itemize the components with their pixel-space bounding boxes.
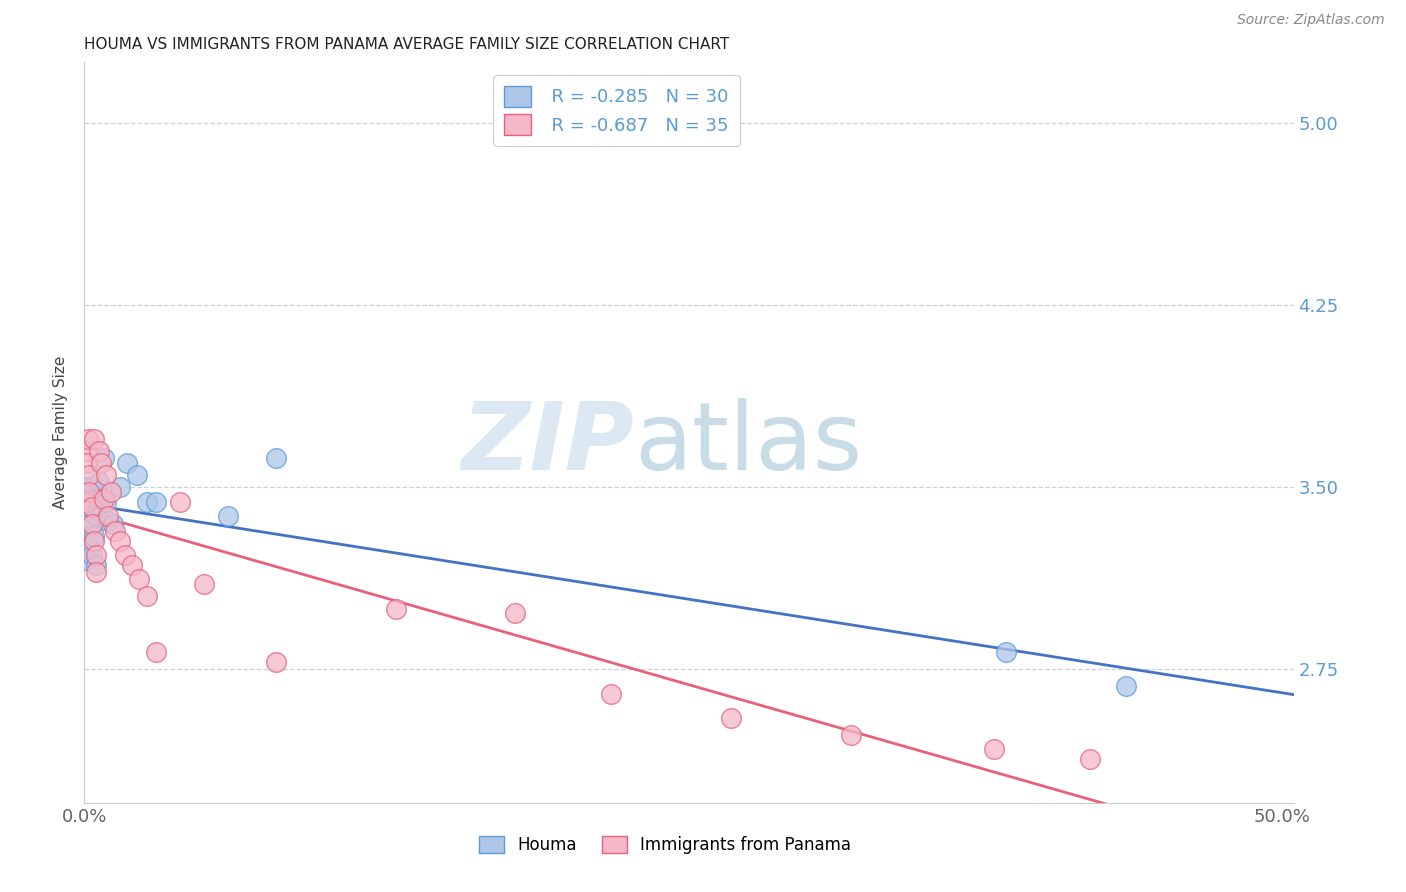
Text: Source: ZipAtlas.com: Source: ZipAtlas.com bbox=[1237, 13, 1385, 28]
Point bbox=[101, 516, 124, 531]
Point bbox=[145, 645, 167, 659]
Point bbox=[1078, 752, 1101, 766]
Point bbox=[77, 485, 100, 500]
Point bbox=[983, 742, 1005, 756]
Point bbox=[720, 711, 742, 725]
Point bbox=[76, 495, 98, 509]
Point bbox=[505, 607, 527, 621]
Point bbox=[600, 687, 623, 701]
Point bbox=[87, 475, 110, 490]
Point bbox=[75, 529, 97, 543]
Point bbox=[75, 480, 97, 494]
Point bbox=[94, 495, 117, 509]
Point bbox=[93, 492, 115, 507]
Point bbox=[87, 443, 110, 458]
Point bbox=[80, 516, 103, 531]
Point bbox=[77, 485, 100, 500]
Text: ZIP: ZIP bbox=[461, 398, 634, 490]
Text: atlas: atlas bbox=[634, 398, 863, 490]
Point bbox=[121, 558, 143, 572]
Point bbox=[76, 456, 98, 470]
Point bbox=[128, 573, 150, 587]
Point bbox=[86, 558, 108, 572]
Legend: Houma, Immigrants from Panama: Houma, Immigrants from Panama bbox=[472, 830, 858, 861]
Point bbox=[264, 655, 287, 669]
Point bbox=[100, 485, 122, 500]
Point bbox=[83, 529, 105, 543]
Point bbox=[80, 480, 103, 494]
Point bbox=[83, 492, 105, 507]
Point bbox=[110, 533, 132, 548]
Point bbox=[169, 495, 191, 509]
Point bbox=[995, 645, 1018, 659]
Point bbox=[80, 500, 103, 514]
Point bbox=[77, 516, 100, 531]
Point bbox=[86, 565, 108, 579]
Point bbox=[217, 509, 239, 524]
Point bbox=[83, 533, 105, 548]
Point bbox=[104, 524, 127, 538]
Point bbox=[77, 432, 100, 446]
Point bbox=[75, 553, 97, 567]
Point bbox=[83, 432, 105, 446]
Point bbox=[110, 480, 132, 494]
Point bbox=[114, 548, 136, 562]
Point bbox=[94, 468, 117, 483]
Point bbox=[86, 548, 108, 562]
Point bbox=[839, 728, 862, 742]
Point bbox=[77, 468, 100, 483]
Point bbox=[90, 492, 112, 507]
Point bbox=[135, 590, 157, 604]
Point bbox=[264, 451, 287, 466]
Point bbox=[193, 577, 215, 591]
Point bbox=[77, 500, 100, 514]
Point bbox=[77, 541, 100, 555]
Point bbox=[76, 443, 98, 458]
Point bbox=[90, 456, 112, 470]
Point bbox=[145, 495, 167, 509]
Point bbox=[75, 495, 97, 509]
Point bbox=[86, 509, 108, 524]
Point bbox=[384, 601, 406, 615]
Point bbox=[125, 468, 148, 483]
Text: HOUMA VS IMMIGRANTS FROM PANAMA AVERAGE FAMILY SIZE CORRELATION CHART: HOUMA VS IMMIGRANTS FROM PANAMA AVERAGE … bbox=[84, 37, 730, 52]
Point bbox=[76, 504, 98, 518]
Point bbox=[80, 548, 103, 562]
Y-axis label: Average Family Size: Average Family Size bbox=[53, 356, 69, 509]
Point bbox=[135, 495, 157, 509]
Point bbox=[117, 456, 139, 470]
Point bbox=[97, 514, 120, 528]
Point bbox=[97, 509, 120, 524]
Point bbox=[1115, 679, 1137, 693]
Point bbox=[93, 451, 115, 466]
